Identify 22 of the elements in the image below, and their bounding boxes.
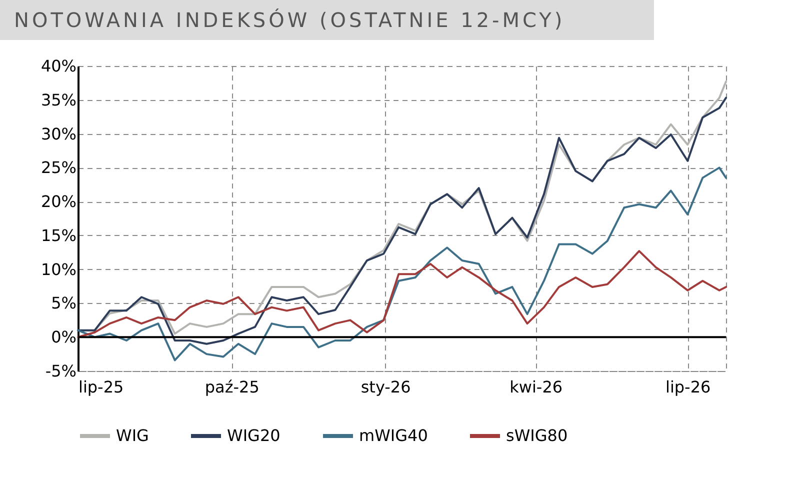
- y-tick-label: 5%: [51, 294, 76, 313]
- y-tick-label: 35%: [40, 90, 76, 110]
- legend-label: WIG20: [227, 426, 280, 445]
- x-tick-label: lip-25: [78, 378, 124, 396]
- x-tick-label: lip-26: [665, 378, 711, 396]
- x-tick-label: sty-26: [360, 378, 411, 396]
- y-tick-label: 20%: [40, 192, 76, 212]
- legend-label: mWIG40: [359, 426, 428, 445]
- chart-title: NOTOWANIA INDEKSÓW (OSTATNIE 12-MCY): [0, 0, 654, 40]
- y-tick-label: 10%: [40, 260, 76, 279]
- y-tick-label: 0%: [51, 328, 76, 347]
- y-tick-label: 15%: [40, 226, 76, 245]
- y-tick-label: 30%: [40, 124, 76, 144]
- legend-label: sWIG80: [506, 426, 568, 445]
- x-tick-label: paź-25: [204, 378, 260, 396]
- x-tick-label: kwi-26: [510, 378, 563, 396]
- y-tick-label: 40%: [40, 56, 76, 76]
- y-tick-label: 25%: [40, 158, 76, 178]
- y-tick-label: -5%: [45, 362, 76, 380]
- line-series: [77, 166, 727, 362]
- line-series: [77, 250, 727, 338]
- legend-label: WIG: [116, 426, 149, 445]
